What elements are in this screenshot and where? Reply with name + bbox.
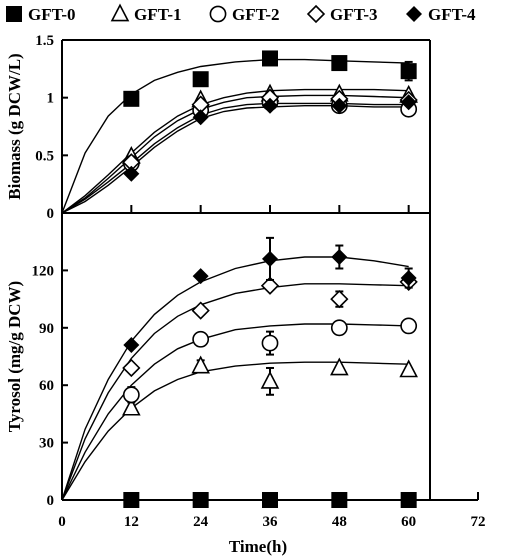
- x-tick-label: 36: [263, 514, 279, 530]
- legend-label-gft-0: GFT-0: [28, 5, 76, 24]
- legend-marker-gft-4: [406, 6, 422, 22]
- tyrosol-y-tick-label: 90: [39, 321, 54, 337]
- tyrosol-point-gft-3: [330, 289, 349, 309]
- legend-label-gft-2: GFT-2: [232, 5, 280, 24]
- biomass-y-tick-label: 0.5: [35, 148, 54, 164]
- biomass-point-gft-0: [400, 63, 417, 80]
- tyrosol-point-gft-3: [122, 358, 141, 378]
- tyrosol-curve-gft-3: [61, 283, 409, 501]
- tyrosol-y-axis-title: Tyrosol (mg/g DCW): [5, 281, 24, 432]
- tyrosol-point-gft-1: [191, 355, 210, 374]
- biomass-point-gft-0: [331, 55, 348, 72]
- tyrosol-point-gft-3: [191, 301, 210, 320]
- biomass-curve-gft-0: [61, 58, 409, 214]
- biomass-point-gft-4: [192, 109, 209, 126]
- legend-label-gft-3: GFT-3: [330, 5, 378, 24]
- tyrosol-point-gft-0: [192, 492, 209, 508]
- tyrosol-point-gft-4: [123, 337, 140, 354]
- biomass-y-axis-title: Biomass (g DCW/L): [5, 53, 24, 199]
- tyrosol-point-gft-2: [330, 319, 348, 337]
- legend-item-gft-4: GFT-4: [406, 5, 476, 24]
- legend: GFT-0 GFT-1 GFT-2 GFT-3 GFT-4: [6, 3, 476, 24]
- tyrosol-point-gft-2: [192, 330, 210, 348]
- legend-marker-gft-2: [209, 5, 227, 23]
- legend-item-gft-3: GFT-3: [306, 4, 378, 24]
- x-tick-label: 72: [471, 514, 486, 530]
- biomass-y-tick-label: 0: [47, 206, 55, 222]
- biomass-point-gft-0: [192, 71, 209, 88]
- tyrosol-point-gft-0: [400, 492, 417, 508]
- tyrosol-point-gft-4: [331, 249, 348, 266]
- x-tick-label: 0: [58, 514, 66, 530]
- tyrosol-curve-gft-1: [61, 361, 409, 501]
- legend-item-gft-1: GFT-1: [110, 3, 182, 24]
- legend-label-gft-4: GFT-4: [428, 5, 476, 24]
- biomass-curve-gft-1: [61, 88, 409, 214]
- legend-label-gft-1: GFT-1: [134, 5, 182, 24]
- tyrosol-point-gft-4: [192, 268, 209, 285]
- tyrosol-point-gft-2: [400, 317, 418, 335]
- tyrosol-point-gft-0: [262, 492, 278, 508]
- tyrosol-y-tick-label: 30: [39, 436, 54, 452]
- biomass-panel: 0 0.5 1 1.5 Biomass (g DCW/L): [5, 33, 431, 222]
- x-axis-title: Time(h): [229, 537, 287, 556]
- tyrosol-point-gft-3: [260, 276, 280, 295]
- tyrosol-point-gft-0: [331, 492, 348, 508]
- legend-marker-gft-1: [110, 3, 130, 22]
- tyrosol-y-tick-label: 60: [39, 378, 54, 394]
- x-tick-label: 48: [332, 514, 347, 530]
- tyrosol-point-gft-1: [122, 397, 141, 416]
- legend-item-gft-2: GFT-2: [209, 5, 280, 24]
- biomass-point-gft-4: [331, 97, 348, 114]
- biomass-point-gft-4: [262, 97, 278, 114]
- biomass-y-tick-label: 1.5: [35, 33, 54, 49]
- tyrosol-point-gft-4: [262, 250, 278, 267]
- legend-marker-gft-3: [306, 4, 326, 24]
- biomass-curve-gft-2: [61, 102, 409, 214]
- x-tick-label: 12: [124, 514, 139, 530]
- tyrosol-y-tick-label: 0: [47, 493, 55, 509]
- tyrosol-point-gft-1: [330, 357, 349, 376]
- tyrosol-point-gft-0: [123, 492, 140, 508]
- biomass-y-tick-label: 1: [47, 91, 55, 107]
- x-tick-label: 24: [193, 514, 209, 530]
- tyrosol-y-tick-label: 120: [32, 263, 55, 279]
- tyrosol-panel: 0 30 60 90 120 0 12 24 36 48 60 72 Tyrosol (mg/g DCW…: [5, 212, 486, 530]
- tyrosol-point-gft-4: [400, 270, 417, 287]
- biomass-curve-gft-4: [61, 105, 409, 214]
- x-tick-label: 60: [401, 514, 416, 530]
- tyrosol-point-gft-2: [261, 334, 279, 352]
- biomass-point-gft-0: [262, 50, 278, 67]
- legend-marker-gft-0: [6, 6, 22, 22]
- biomass-curve-gft-3: [61, 94, 409, 214]
- tyrosol-curve-gft-2: [61, 323, 409, 501]
- tyrosol-point-gft-1: [260, 370, 280, 389]
- tyrosol-point-gft-2: [122, 386, 140, 404]
- tyrosol-point-gft-1: [399, 359, 418, 378]
- legend-item-gft-0: GFT-0: [6, 5, 76, 24]
- biomass-point-gft-4: [400, 94, 417, 111]
- biomass-point-gft-0: [123, 90, 140, 107]
- biomass-point-gft-4: [123, 165, 140, 182]
